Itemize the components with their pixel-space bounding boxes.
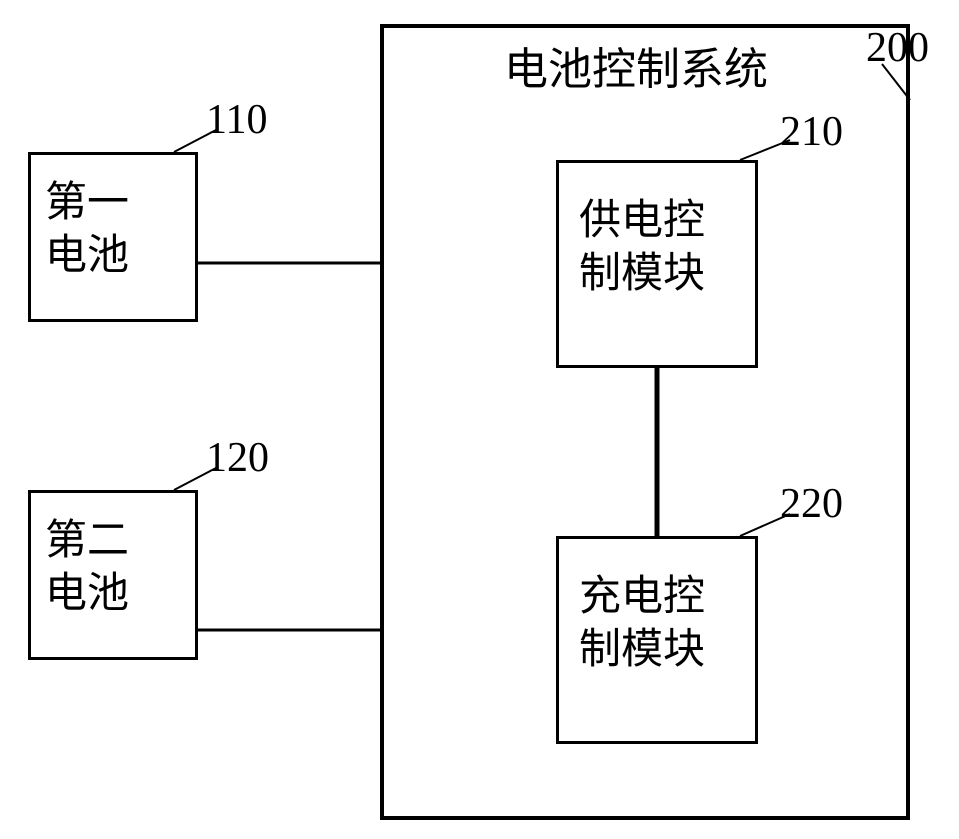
- ref-220: 220: [780, 480, 843, 528]
- power-control-box: 供电控 制模块: [556, 160, 758, 368]
- ref-110: 110: [206, 96, 267, 144]
- battery1-box: 第一 电池: [28, 152, 198, 322]
- ref-120: 120: [206, 434, 269, 482]
- battery1-label: 第一 电池: [31, 155, 129, 282]
- charge-control-box: 充电控 制模块: [556, 536, 758, 744]
- system-title: 电池控制系统: [504, 42, 768, 97]
- battery2-label: 第二 电池: [31, 493, 129, 620]
- battery2-box: 第二 电池: [28, 490, 198, 660]
- ref-200: 200: [866, 24, 929, 72]
- diagram-canvas: 电池控制系统 第一 电池 第二 电池 供电控 制模块 充电控 制模块 110 1…: [0, 0, 959, 839]
- charge-control-label: 充电控 制模块: [559, 539, 705, 676]
- power-control-label: 供电控 制模块: [559, 163, 705, 300]
- ref-210: 210: [780, 108, 843, 156]
